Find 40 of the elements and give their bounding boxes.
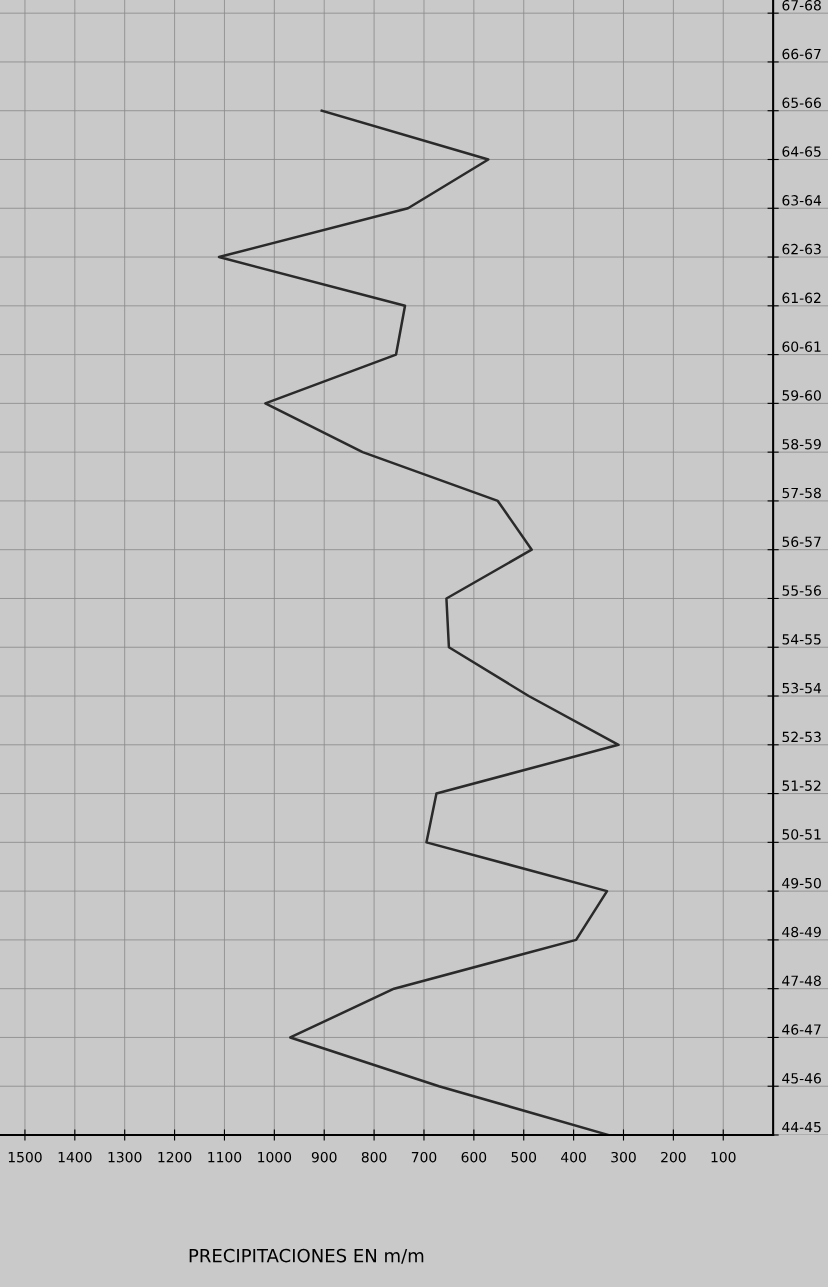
y-tick-label: 48-49 [782, 926, 821, 938]
y-tick-label: 58-59 [782, 438, 821, 450]
y-tick-label: 47-48 [782, 975, 821, 986]
x-tick-label: 1300 [108, 1151, 142, 1163]
y-tick-label: 50-51 [782, 829, 821, 840]
x-tick-label: 500 [511, 1151, 537, 1163]
y-tick-label: 46-47 [782, 1024, 821, 1035]
y-tick-label: 59-60 [782, 390, 821, 401]
x-tick-label: 600 [461, 1151, 487, 1163]
x-tick-label: 700 [411, 1151, 437, 1163]
x-tick-label: 1400 [58, 1151, 92, 1163]
x-tick-label: 400 [561, 1151, 586, 1163]
x-tick-label: 1200 [158, 1151, 192, 1163]
x-tick-label: 1100 [208, 1151, 242, 1163]
y-tick-label: 49-50 [782, 877, 821, 889]
y-tick-label: 67-68 [782, 0, 821, 11]
y-tick-label: 60-61 [782, 341, 821, 352]
y-tick-label: 45-46 [782, 1073, 821, 1084]
x-tick-label: 300 [611, 1151, 636, 1163]
x-tick-label: 1000 [258, 1151, 292, 1163]
y-tick-label: 55-56 [782, 585, 821, 596]
x-tick-label: 900 [311, 1151, 337, 1163]
y-tick-label: 52-53 [782, 731, 821, 743]
y-tick-label: 63-64 [782, 195, 822, 206]
x-axis-title: PRECIPITACIONES EN m/m [189, 1248, 424, 1264]
y-tick-label: 56-57 [782, 536, 821, 548]
y-tick-label: 66-67 [782, 48, 821, 60]
y-tick-label: 61-62 [782, 292, 821, 304]
y-tick-label: 53-54 [782, 682, 822, 694]
y-tick-label: 54-55 [782, 634, 821, 645]
y-tick-label: 57-58 [782, 487, 821, 499]
x-tick-label: 200 [661, 1151, 686, 1163]
x-tick-label: 800 [361, 1151, 387, 1163]
y-tick-label: 51-52 [782, 780, 821, 791]
y-tick-label: 64-65 [782, 146, 821, 157]
x-tick-label: 1500 [8, 1151, 42, 1163]
y-tick-label: 62-63 [782, 243, 821, 255]
y-tick-label: 65-66 [782, 97, 821, 109]
y-tick-label: 44-45 [782, 1121, 821, 1133]
x-tick-label: 100 [711, 1151, 736, 1163]
